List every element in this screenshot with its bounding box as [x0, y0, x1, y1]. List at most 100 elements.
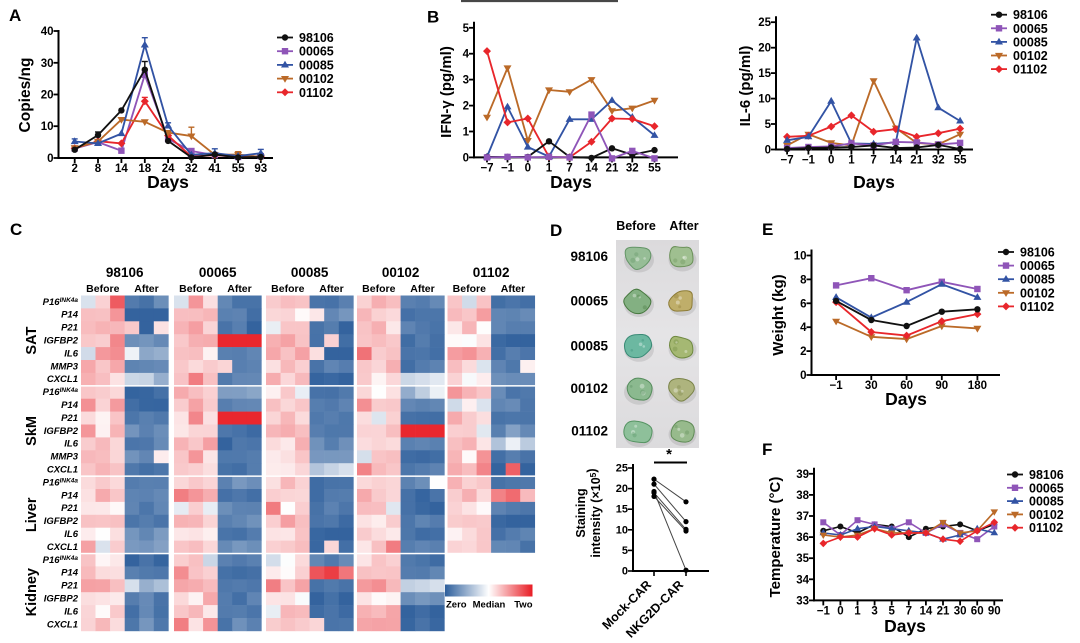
svg-text:90: 90: [988, 605, 1001, 617]
svg-text:30: 30: [954, 605, 967, 617]
svg-text:8: 8: [800, 274, 807, 286]
svg-text:01102: 01102: [571, 424, 608, 439]
svg-text:21: 21: [910, 155, 923, 167]
svg-text:30: 30: [41, 58, 54, 70]
svg-text:P14: P14: [61, 310, 79, 321]
svg-text:00085: 00085: [1029, 495, 1064, 509]
svg-text:Weight (kg): Weight (kg): [770, 274, 787, 355]
svg-text:IL-6 (pg/ml): IL-6 (pg/ml): [737, 46, 754, 127]
svg-text:C: C: [10, 220, 22, 239]
svg-text:After: After: [227, 283, 252, 295]
svg-text:Before: Before: [271, 283, 304, 295]
svg-text:IGFBP2: IGFBP2: [44, 594, 79, 605]
svg-text:After: After: [134, 283, 159, 295]
svg-text:14: 14: [920, 605, 933, 617]
svg-text:−7: −7: [480, 162, 493, 174]
svg-text:34: 34: [796, 574, 809, 586]
svg-text:98106: 98106: [1013, 8, 1048, 22]
svg-text:0: 0: [47, 153, 53, 165]
svg-text:−1: −1: [501, 162, 515, 174]
svg-text:IGFBP2: IGFBP2: [44, 516, 79, 527]
svg-text:P16INK4a: P16INK4a: [43, 555, 79, 566]
svg-text:20: 20: [41, 90, 54, 102]
svg-text:30: 30: [865, 380, 878, 392]
svg-text:00085: 00085: [291, 265, 329, 280]
svg-text:00085: 00085: [299, 58, 334, 72]
svg-text:After: After: [501, 283, 526, 295]
svg-text:Two: Two: [514, 600, 532, 611]
svg-text:SkM: SkM: [24, 416, 40, 446]
svg-text:98106: 98106: [106, 265, 144, 280]
svg-text:Temperature (°C): Temperature (°C): [767, 477, 784, 598]
svg-text:Before: Before: [453, 283, 486, 295]
svg-text:0: 0: [837, 605, 843, 617]
svg-text:00102: 00102: [299, 72, 334, 86]
svg-text:After: After: [410, 283, 435, 295]
svg-text:Days: Days: [550, 172, 592, 192]
svg-text:32: 32: [185, 163, 198, 175]
svg-text:Days: Days: [147, 172, 189, 192]
svg-text:60: 60: [900, 380, 913, 392]
svg-text:20: 20: [616, 483, 628, 495]
svg-text:8: 8: [95, 163, 102, 175]
svg-text:00065: 00065: [199, 265, 237, 280]
svg-text:−1: −1: [802, 155, 816, 167]
svg-text:Staining: Staining: [574, 488, 588, 537]
svg-text:Copies/ng: Copies/ng: [17, 58, 34, 133]
svg-text:CXCL1: CXCL1: [47, 465, 78, 476]
svg-text:180: 180: [968, 380, 987, 392]
svg-text:IFN-γ (pg/ml): IFN-γ (pg/ml): [438, 46, 455, 138]
svg-text:Before: Before: [86, 283, 119, 295]
svg-text:P21: P21: [61, 413, 78, 424]
svg-text:10: 10: [616, 524, 628, 536]
svg-text:00065: 00065: [570, 294, 608, 309]
svg-text:P16INK4a: P16INK4a: [43, 387, 79, 398]
svg-text:P16INK4a: P16INK4a: [43, 477, 79, 488]
svg-text:P14: P14: [61, 400, 79, 411]
svg-text:CXCL1: CXCL1: [47, 542, 78, 553]
svg-text:−1: −1: [830, 380, 844, 392]
svg-text:10: 10: [794, 251, 807, 263]
svg-text:36: 36: [796, 532, 809, 544]
svg-text:P14: P14: [61, 568, 79, 579]
svg-text:Days: Days: [885, 389, 927, 409]
svg-text:00085: 00085: [1013, 35, 1048, 49]
svg-text:P16INK4a: P16INK4a: [43, 297, 79, 308]
svg-text:SAT: SAT: [24, 327, 40, 355]
svg-text:55: 55: [954, 155, 967, 167]
svg-text:1: 1: [854, 605, 861, 617]
svg-text:0: 0: [800, 370, 806, 382]
svg-text:P21: P21: [61, 323, 78, 334]
svg-text:E: E: [762, 220, 773, 239]
svg-text:0: 0: [525, 162, 531, 174]
svg-text:14: 14: [585, 162, 598, 174]
svg-text:55: 55: [232, 163, 245, 175]
svg-text:0: 0: [765, 145, 771, 157]
svg-text:1: 1: [463, 127, 470, 139]
svg-text:5: 5: [463, 23, 470, 35]
svg-text:Days: Days: [853, 172, 895, 192]
svg-text:4: 4: [800, 322, 807, 334]
svg-text:2: 2: [800, 346, 806, 358]
svg-text:2: 2: [463, 101, 469, 113]
svg-text:IL6: IL6: [64, 348, 78, 359]
svg-text:7: 7: [566, 162, 572, 174]
svg-text:00085: 00085: [570, 338, 608, 353]
svg-text:IL6: IL6: [64, 529, 78, 540]
svg-text:0: 0: [622, 566, 628, 578]
svg-text:14: 14: [115, 163, 128, 175]
svg-text:00102: 00102: [1013, 49, 1048, 63]
svg-text:IL6: IL6: [64, 439, 78, 450]
svg-text:CXCL1: CXCL1: [47, 374, 78, 385]
svg-text:5: 5: [622, 545, 628, 557]
svg-text:15: 15: [758, 68, 771, 80]
svg-text:98106: 98106: [299, 31, 334, 45]
svg-text:35: 35: [796, 553, 809, 565]
svg-text:01102: 01102: [1013, 63, 1047, 77]
svg-text:2: 2: [71, 163, 77, 175]
svg-text:5: 5: [888, 605, 895, 617]
svg-text:01102: 01102: [1020, 300, 1054, 314]
svg-text:98106: 98106: [570, 249, 608, 264]
svg-text:00102: 00102: [570, 381, 608, 396]
svg-text:7: 7: [906, 605, 912, 617]
